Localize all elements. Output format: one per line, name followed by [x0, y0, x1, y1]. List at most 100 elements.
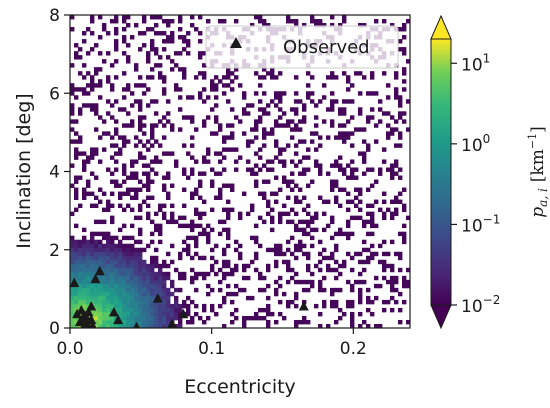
- heatmap-cell: [118, 239, 123, 245]
- heatmap-cell: [158, 207, 163, 213]
- heatmap-cell: [102, 275, 107, 281]
- heatmap-cell: [150, 43, 155, 48]
- heatmap-cell: [130, 243, 135, 249]
- heatmap-cell: [194, 211, 199, 217]
- heatmap-cell: [234, 283, 239, 289]
- heatmap-cell: [290, 159, 295, 164]
- heatmap-cell: [298, 319, 303, 325]
- heatmap-cell: [162, 295, 167, 301]
- heatmap-cell: [366, 307, 371, 313]
- heatmap-cell: [342, 311, 347, 317]
- heatmap-cell: [366, 91, 371, 96]
- heatmap-cell: [234, 67, 239, 72]
- heatmap-cell: [158, 271, 163, 277]
- heatmap-cell: [106, 315, 111, 321]
- heatmap-cell: [230, 79, 235, 84]
- heatmap-cell: [158, 63, 163, 68]
- heatmap-cell: [106, 307, 111, 313]
- heatmap-cell: [166, 287, 171, 293]
- heatmap-cell: [362, 259, 367, 265]
- heatmap-cell: [170, 19, 175, 24]
- heatmap-cell: [402, 119, 407, 124]
- heatmap-cell: [126, 247, 131, 253]
- heatmap-cell: [298, 219, 303, 225]
- heatmap-cell: [254, 255, 259, 261]
- heatmap-cell: [302, 315, 307, 321]
- heatmap-cell: [222, 135, 227, 140]
- heatmap-cell: [122, 279, 127, 285]
- heatmap-cell: [74, 259, 79, 265]
- heatmap-cell: [218, 287, 223, 293]
- observed-point: [86, 300, 97, 311]
- heatmap-cell: [278, 71, 283, 76]
- heatmap-cell: [142, 263, 147, 269]
- heatmap-cell: [350, 199, 355, 205]
- heatmap-cell: [226, 75, 231, 80]
- heatmap-cell: [302, 107, 307, 112]
- heatmap-cell: [362, 267, 367, 273]
- heatmap-cell: [150, 295, 155, 301]
- heatmap-cell: [126, 123, 131, 128]
- heatmap-cell: [270, 227, 275, 233]
- heatmap-cell: [198, 15, 203, 20]
- heatmap-cell: [182, 271, 187, 277]
- heatmap-cell: [74, 187, 79, 192]
- heatmap-cell: [202, 319, 207, 325]
- heatmap-cell: [138, 207, 143, 213]
- heatmap-cell: [394, 199, 399, 205]
- heatmap-cell: [354, 71, 359, 76]
- heatmap-cell: [130, 163, 135, 168]
- heatmap-cell: [246, 295, 251, 301]
- heatmap-cell: [262, 111, 267, 116]
- heatmap-cell: [182, 71, 187, 76]
- heatmap-cell: [258, 15, 263, 20]
- heatmap-cell: [218, 19, 223, 24]
- heatmap-cell: [118, 299, 123, 305]
- heatmap-cell: [294, 143, 299, 148]
- heatmap-cell: [338, 263, 343, 269]
- heatmap-cell: [346, 279, 351, 285]
- heatmap-cell: [366, 323, 371, 328]
- heatmap-cell: [190, 115, 195, 120]
- heatmap-cell: [74, 95, 79, 100]
- heatmap-cell: [262, 131, 267, 136]
- heatmap-cell: [154, 307, 159, 313]
- heatmap-cell: [182, 167, 187, 172]
- heatmap-cell: [102, 191, 107, 196]
- heatmap-cell: [138, 227, 143, 233]
- heatmap-cell: [186, 223, 191, 229]
- heatmap-cell: [266, 103, 271, 108]
- heatmap-cell: [266, 323, 271, 328]
- heatmap-cell: [178, 19, 183, 24]
- heatmap-cell: [114, 307, 119, 313]
- heatmap-cell: [74, 147, 79, 152]
- heatmap-cell: [266, 295, 271, 301]
- heatmap-cell: [242, 267, 247, 273]
- heatmap-cell: [114, 287, 119, 293]
- heatmap-cell: [174, 315, 179, 321]
- heatmap-cell: [334, 135, 339, 140]
- heatmap-cell: [150, 195, 155, 200]
- heatmap-cell: [366, 247, 371, 253]
- heatmap-cell: [74, 51, 79, 56]
- heatmap-cell: [294, 243, 299, 249]
- heatmap-cell: [350, 83, 355, 88]
- heatmap-cell: [122, 15, 127, 20]
- heatmap-cell: [98, 319, 103, 325]
- heatmap-cell: [146, 187, 151, 192]
- heatmap-cell: [78, 279, 83, 285]
- heatmap-cell: [290, 119, 295, 124]
- heatmap-cell: [122, 135, 127, 140]
- heatmap-cell: [278, 243, 283, 249]
- heatmap-cell: [246, 275, 251, 281]
- heatmap-cell: [74, 319, 79, 325]
- heatmap-cell: [222, 167, 227, 172]
- heatmap-cell: [126, 319, 131, 325]
- heatmap-cell: [166, 23, 171, 28]
- heatmap-cell: [190, 95, 195, 100]
- heatmap-cell: [182, 187, 187, 192]
- heatmap-cell: [158, 203, 163, 209]
- heatmap-cell: [86, 103, 91, 108]
- heatmap-cell: [322, 119, 327, 124]
- heatmap-cell: [106, 207, 111, 213]
